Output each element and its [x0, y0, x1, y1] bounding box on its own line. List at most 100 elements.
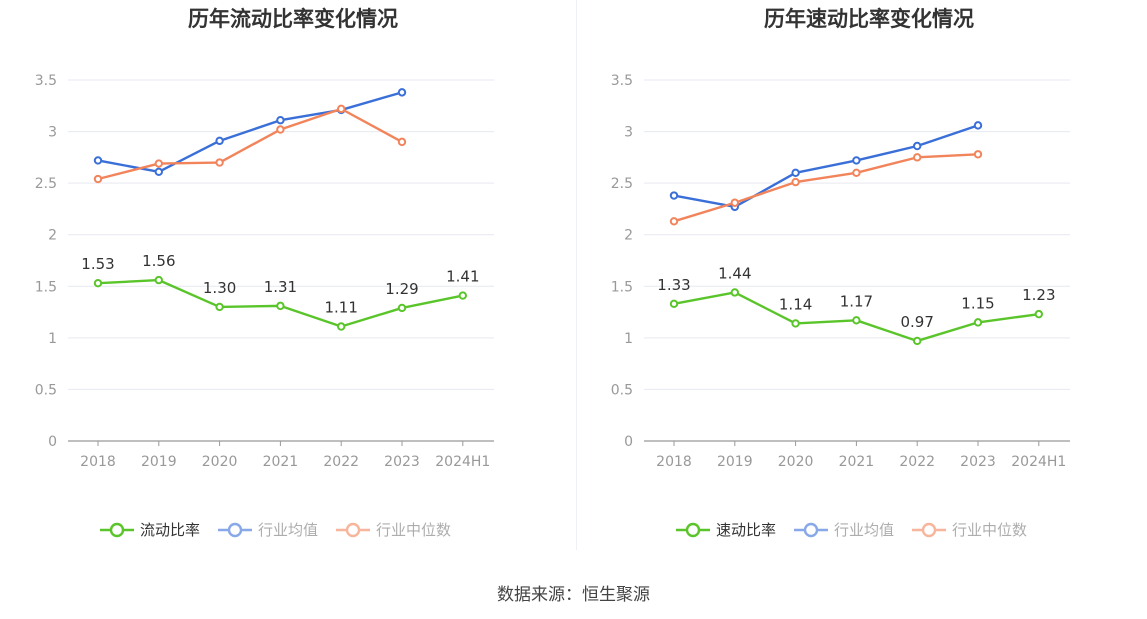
legend-item-1[interactable]: 行业均值 [794, 521, 894, 539]
data-point[interactable] [973, 150, 983, 159]
data-point[interactable] [276, 116, 285, 125]
legend-item-0[interactable]: 速动比率 [676, 521, 776, 539]
data-label: 1.44 [718, 264, 751, 282]
chart-title: 历年速动比率变化情况 [764, 7, 974, 31]
y-tick-label: 0.5 [35, 382, 57, 398]
x-tick-label: 2020 [778, 454, 814, 470]
y-tick-label: 1.5 [611, 279, 633, 295]
x-tick-label: 2020 [202, 454, 238, 470]
data-label: 1.14 [779, 295, 812, 313]
x-tick-label: 2023 [384, 454, 420, 470]
data-point[interactable] [852, 316, 861, 325]
data-point[interactable] [791, 177, 800, 187]
data-point[interactable] [730, 198, 740, 207]
y-tick-label: 0 [624, 434, 633, 450]
legend-item-0[interactable]: 流动比率 [100, 521, 200, 539]
data-point[interactable] [276, 301, 285, 311]
data-point[interactable] [154, 275, 164, 285]
data-label: 1.23 [1022, 286, 1055, 304]
chart-quick-ratio: 历年速动比率变化情况 0 0.5 1 1.5 2 2.5 3 3.5 2018 2019 2020 20… [611, 7, 1070, 539]
data-point[interactable] [791, 319, 800, 328]
data-label: 1.56 [142, 252, 175, 270]
data-label: 1.31 [264, 278, 297, 296]
legend-label: 速动比率 [716, 521, 776, 539]
data-point[interactable] [669, 217, 679, 226]
legend-marker-icon [921, 522, 937, 538]
chart-title: 历年流动比率变化情况 [188, 7, 398, 31]
data-label: 1.41 [446, 268, 479, 286]
data-point[interactable] [154, 167, 164, 176]
x-tick-label: 2023 [960, 454, 996, 470]
data-point[interactable] [1034, 309, 1043, 319]
y-tick-label: 0.5 [611, 382, 633, 398]
x-tick-label: 2021 [839, 454, 875, 470]
data-label: 0.97 [900, 313, 933, 331]
data-point[interactable] [154, 159, 164, 168]
y-tick-label: 2 [624, 228, 633, 244]
data-point[interactable] [730, 288, 740, 297]
data-label: 1.11 [324, 299, 357, 317]
x-tick-label: 2024H1 [435, 454, 490, 470]
legend-item-1[interactable]: 行业均值 [218, 521, 318, 539]
y-tick-label: 0 [48, 434, 57, 450]
legend-label: 行业中位数 [952, 521, 1027, 539]
series-line-1 [97, 91, 403, 173]
data-point[interactable] [913, 141, 922, 151]
data-label: 1.53 [81, 255, 114, 273]
legend-label: 行业均值 [834, 521, 894, 539]
series-line-2 [673, 153, 979, 223]
chart-current-ratio: 历年流动比率变化情况 0 0.5 1 1.5 2 2.5 3 3.5 2018 2019 2020 20… [35, 7, 494, 539]
data-point[interactable] [669, 299, 679, 309]
legend-label: 行业中位数 [376, 521, 451, 539]
data-point[interactable] [791, 168, 800, 178]
y-tick-label: 3.5 [611, 73, 633, 89]
data-point[interactable] [973, 318, 983, 327]
series-line-1 [673, 124, 979, 209]
data-point[interactable] [215, 136, 224, 146]
data-label: 1.29 [385, 280, 418, 298]
chart-divider [576, 0, 577, 550]
legend-marker-icon [227, 522, 243, 538]
y-tick-label: 2.5 [611, 176, 633, 192]
x-tick-label: 2022 [899, 454, 935, 470]
data-point[interactable] [973, 121, 983, 130]
data-label: 1.33 [657, 276, 690, 294]
data-point[interactable] [93, 156, 103, 165]
series-line-2 [97, 107, 403, 181]
data-point[interactable] [337, 322, 346, 331]
data-label: 1.15 [961, 294, 994, 312]
data-point[interactable] [458, 291, 467, 300]
legend-marker-icon [685, 522, 701, 538]
data-point[interactable] [93, 174, 103, 184]
legend-item-2[interactable]: 行业中位数 [912, 521, 1027, 539]
y-tick-label: 2 [48, 228, 57, 244]
y-tick-label: 1 [48, 331, 57, 347]
data-point[interactable] [397, 137, 407, 147]
x-tick-label: 2022 [323, 454, 359, 470]
legend-item-2[interactable]: 行业中位数 [336, 521, 451, 539]
data-point[interactable] [93, 278, 103, 288]
x-tick-label: 2018 [656, 454, 692, 470]
x-tick-label: 2019 [717, 454, 753, 470]
data-point[interactable] [276, 125, 285, 134]
x-tick-label: 2024H1 [1011, 454, 1066, 470]
x-tick-label: 2018 [80, 454, 116, 470]
data-point[interactable] [913, 336, 922, 346]
data-point[interactable] [397, 88, 407, 97]
data-point[interactable] [669, 191, 679, 200]
data-point[interactable] [852, 156, 861, 165]
data-point[interactable] [397, 303, 407, 313]
data-label: 1.30 [203, 279, 236, 297]
data-point[interactable] [215, 302, 224, 312]
y-tick-label: 2.5 [35, 176, 57, 192]
data-point[interactable] [913, 153, 922, 162]
legend-label: 流动比率 [140, 521, 200, 539]
data-point[interactable] [337, 104, 346, 114]
data-point[interactable] [852, 168, 861, 178]
x-tick-label: 2019 [141, 454, 177, 470]
legend-label: 行业均值 [258, 521, 318, 539]
data-point[interactable] [215, 158, 224, 167]
y-tick-label: 3.5 [35, 73, 57, 89]
legend-marker-icon [109, 522, 125, 538]
